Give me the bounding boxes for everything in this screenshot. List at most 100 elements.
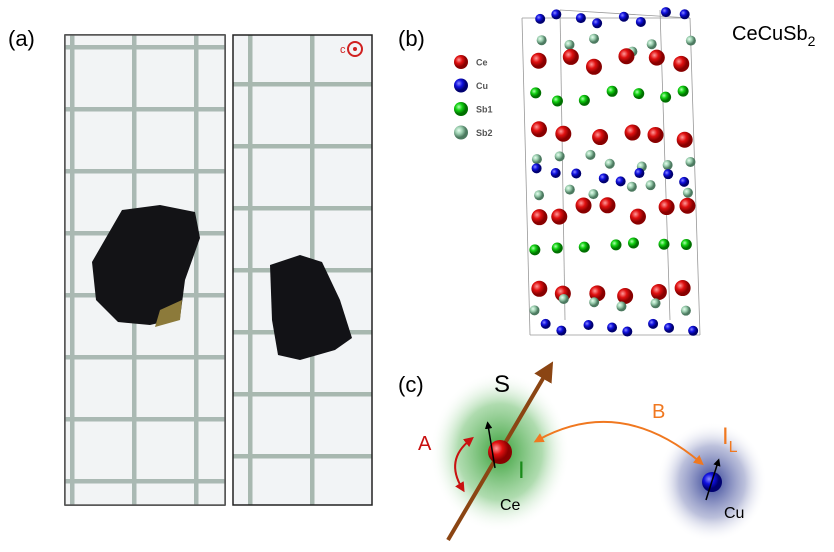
legend: Ce Cu Sb1 Sb2: [454, 55, 493, 140]
atom: [660, 92, 671, 103]
atom: [532, 154, 542, 164]
legend-label: Sb1: [476, 105, 493, 115]
legend-label: Sb2: [476, 128, 493, 138]
legend-swatch: [454, 102, 468, 116]
atom: [534, 190, 544, 200]
atom: [535, 14, 545, 24]
atom: [586, 59, 602, 75]
atom: [617, 288, 633, 304]
atom: [619, 12, 629, 22]
atom: [678, 86, 689, 97]
spin-label: S: [494, 371, 510, 398]
atom: [541, 319, 551, 329]
atom: [531, 281, 547, 297]
atom: [663, 160, 673, 170]
atom: [683, 188, 693, 198]
atom: [618, 48, 634, 64]
atom: [680, 9, 690, 19]
atom: [571, 169, 581, 179]
atom: [646, 180, 656, 190]
crystal-structure: [522, 7, 700, 336]
atom: [607, 86, 618, 97]
atom: [592, 18, 602, 28]
atom: [610, 239, 621, 250]
atom: [576, 13, 586, 23]
atom: [599, 173, 609, 183]
atom: [592, 129, 608, 145]
atom: [565, 185, 575, 195]
atom: [627, 182, 637, 192]
atom: [589, 34, 599, 44]
formula: CeCuSb2: [732, 23, 816, 49]
atom: [677, 132, 693, 148]
panel-label: (b): [398, 26, 425, 51]
photo-left: [65, 35, 225, 505]
atom: [555, 126, 571, 142]
photo-right: c: [233, 35, 372, 505]
atom: [679, 177, 689, 187]
legend-swatch: [454, 55, 468, 69]
atom: [556, 326, 566, 336]
atom: [633, 88, 644, 99]
atom: [622, 327, 632, 337]
atom: [686, 36, 696, 46]
atom: [585, 150, 595, 160]
atom: [576, 198, 592, 214]
atom: [634, 168, 644, 178]
atom: [630, 209, 646, 225]
atom: [564, 40, 574, 50]
atom: [659, 199, 675, 215]
atom: [531, 121, 547, 137]
atom: [673, 56, 689, 72]
coupling-label: A: [418, 433, 432, 455]
atom: [531, 53, 547, 69]
atom: [675, 280, 691, 296]
axis-label: c: [340, 44, 346, 56]
atom: [529, 244, 540, 255]
atom: [681, 239, 692, 250]
atom: [555, 151, 565, 161]
nuclear-spin-label: I: [518, 457, 525, 484]
atom: [584, 320, 594, 330]
figure: (a) c (b) CeCuSb2 Ce Cu Sb1 Sb2 (c) S A B I…: [0, 0, 834, 552]
atom: [647, 39, 657, 49]
atom: [559, 294, 569, 304]
atom: [636, 17, 646, 27]
atom: [530, 87, 541, 98]
atom: [588, 189, 598, 199]
atom: [599, 197, 615, 213]
atom: [648, 319, 658, 329]
atom: [664, 323, 674, 333]
atom: [531, 209, 547, 225]
atom: [532, 163, 542, 173]
atom: [651, 298, 661, 308]
atom-label: Ce: [500, 497, 521, 514]
atom: [688, 326, 698, 336]
atom: [551, 168, 561, 178]
panel-label: (a): [8, 26, 35, 51]
atom: [663, 169, 673, 179]
atom: [616, 301, 626, 311]
coupling-label: B: [652, 401, 665, 423]
legend-label: Ce: [476, 58, 488, 68]
atom: [679, 198, 695, 214]
atom-label: Cu: [724, 505, 744, 522]
atom: [649, 50, 665, 66]
atom: [628, 238, 639, 249]
legend-label: Cu: [476, 81, 488, 91]
atom: [625, 125, 641, 141]
atom: [530, 305, 540, 315]
atom: [537, 35, 547, 45]
cell-edge: [522, 18, 530, 335]
cell-edge: [690, 18, 700, 335]
atom: [616, 176, 626, 186]
atom: [658, 239, 669, 250]
atom: [661, 7, 671, 17]
legend-swatch: [454, 79, 468, 93]
panel-label: (c): [398, 372, 424, 397]
atom: [605, 159, 615, 169]
atom: [579, 242, 590, 253]
atom: [589, 297, 599, 307]
atom: [552, 95, 563, 106]
atom: [681, 306, 691, 316]
